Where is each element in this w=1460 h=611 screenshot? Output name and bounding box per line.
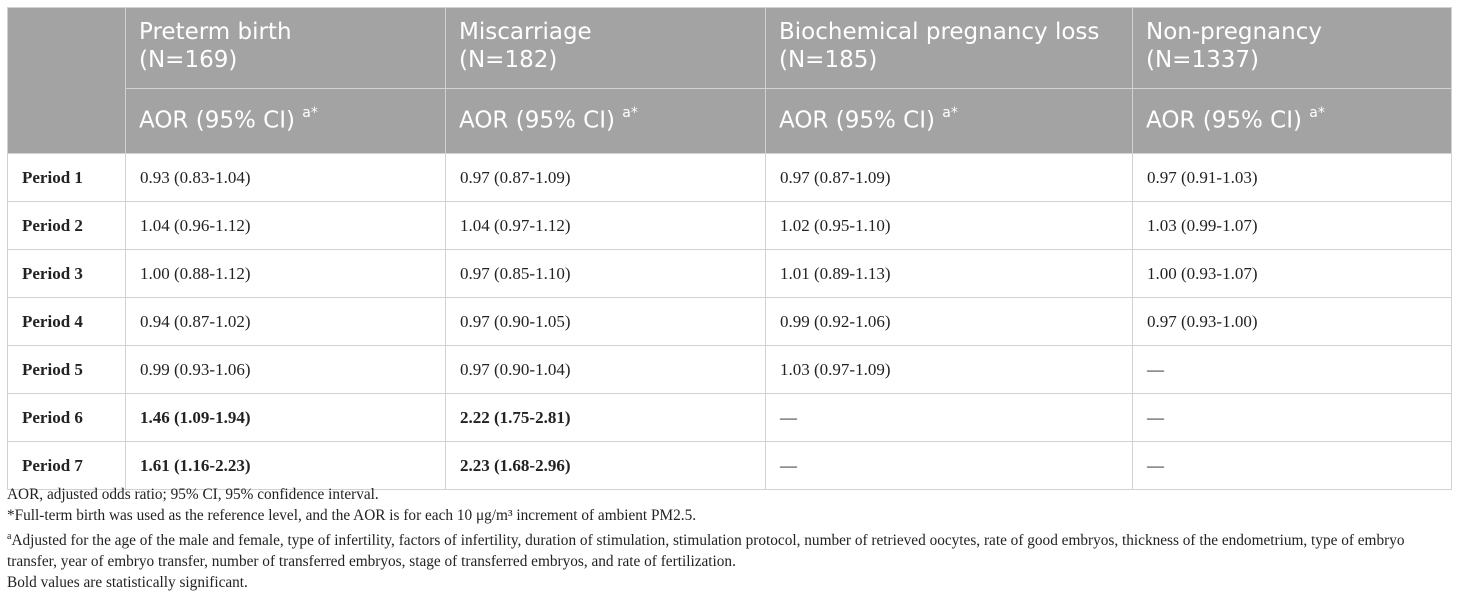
col-header-preterm: Preterm birth (N=169) bbox=[125, 7, 446, 89]
row-label: Period 5 bbox=[7, 345, 126, 394]
table-cell: — bbox=[765, 441, 1133, 490]
table-cell: 1.04 (0.97-1.12) bbox=[445, 201, 766, 250]
table-cell: 0.97 (0.93-1.00) bbox=[1132, 297, 1452, 346]
row-label: Period 3 bbox=[7, 249, 126, 298]
table-row: Period 7 1.61 (1.16-2.23) 2.23 (1.68-2.9… bbox=[7, 441, 1452, 490]
table-cell: 0.99 (0.93-1.06) bbox=[125, 345, 446, 394]
table-cell: 0.97 (0.90-1.04) bbox=[445, 345, 766, 394]
table-cell: 0.93 (0.83-1.04) bbox=[125, 153, 446, 202]
table-cell: — bbox=[1132, 345, 1452, 394]
table-row: Period 3 1.00 (0.88-1.12) 0.97 (0.85-1.1… bbox=[7, 249, 1452, 298]
table-cell: 1.00 (0.93-1.07) bbox=[1132, 249, 1452, 298]
header-group-row: Preterm birth (N=169) Miscarriage (N=182) … bbox=[7, 7, 1452, 154]
table-cell: — bbox=[765, 393, 1133, 442]
table-footnotes: AOR, adjusted odds ratio; 95% CI, 95% co… bbox=[7, 484, 1455, 593]
table-cell: 0.97 (0.85-1.10) bbox=[445, 249, 766, 298]
row-label: Period 1 bbox=[7, 153, 126, 202]
table-cell: — bbox=[1132, 393, 1452, 442]
stat-header: AOR (95% CI) a* bbox=[765, 88, 1133, 154]
table-cell: 1.03 (0.97-1.09) bbox=[765, 345, 1133, 394]
table-cell-significant: 1.61 (1.16-2.23) bbox=[125, 441, 446, 490]
stat-header: AOR (95% CI) a* bbox=[1132, 88, 1452, 154]
table-row: Period 4 0.94 (0.87-1.02) 0.97 (0.90-1.0… bbox=[7, 297, 1452, 346]
table-cell: 1.02 (0.95-1.10) bbox=[765, 201, 1133, 250]
col-header-non-pregnancy: Non-pregnancy (N=1337) bbox=[1132, 7, 1452, 89]
col-header-biochemical: Biochemical pregnancy loss (N=185) bbox=[765, 7, 1133, 89]
table-cell: — bbox=[1132, 441, 1452, 490]
table-cell-significant: 2.22 (1.75-2.81) bbox=[445, 393, 766, 442]
footnote-abbreviations: AOR, adjusted odds ratio; 95% CI, 95% co… bbox=[7, 486, 379, 503]
footnote-adjusted: aAdjusted for the age of the male and fe… bbox=[7, 531, 1405, 571]
col-header-miscarriage: Miscarriage (N=182) bbox=[445, 7, 766, 89]
header-stat-row: AOR (95% CI) a* AOR (95% CI) a* AOR (95%… bbox=[8, 88, 1452, 154]
table-cell: 1.04 (0.96-1.12) bbox=[125, 201, 446, 250]
table-cell: 0.97 (0.87-1.09) bbox=[445, 153, 766, 202]
table-cell-significant: 1.46 (1.09-1.94) bbox=[125, 393, 446, 442]
table-row: Period 1 0.93 (0.83-1.04) 0.97 (0.87-1.0… bbox=[7, 153, 1452, 202]
table-cell: 0.97 (0.90-1.05) bbox=[445, 297, 766, 346]
table-row: Period 2 1.04 (0.96-1.12) 1.04 (0.97-1.1… bbox=[7, 201, 1452, 250]
row-label: Period 6 bbox=[7, 393, 126, 442]
footnote-bold: Bold values are statistically significan… bbox=[7, 574, 248, 592]
table-cell: 0.99 (0.92-1.06) bbox=[765, 297, 1133, 346]
table-cell-significant: 2.23 (1.68-2.96) bbox=[445, 441, 766, 490]
stat-header: AOR (95% CI) a* bbox=[125, 88, 446, 154]
row-label: Period 2 bbox=[7, 201, 126, 250]
table-cell: 0.97 (0.87-1.09) bbox=[765, 153, 1133, 202]
corner-cell bbox=[7, 7, 126, 154]
table-cell: 1.03 (0.99-1.07) bbox=[1132, 201, 1452, 250]
table-row: Period 6 1.46 (1.09-1.94) 2.22 (1.75-2.8… bbox=[7, 393, 1452, 442]
table-cell: 1.00 (0.88-1.12) bbox=[125, 249, 446, 298]
table-row: Period 5 0.99 (0.93-1.06) 0.97 (0.90-1.0… bbox=[7, 345, 1452, 394]
row-label: Period 4 bbox=[7, 297, 126, 346]
results-table: Preterm birth (N=169) Miscarriage (N=182) … bbox=[7, 7, 1452, 490]
table-cell: 0.94 (0.87-1.02) bbox=[125, 297, 446, 346]
table-cell: 0.97 (0.91-1.03) bbox=[1132, 153, 1452, 202]
table-cell: 1.01 (0.89-1.13) bbox=[765, 249, 1133, 298]
footnote-reference: *Full-term birth was used as the referen… bbox=[7, 507, 697, 524]
stat-header: AOR (95% CI) a* bbox=[445, 88, 766, 154]
row-label: Period 7 bbox=[7, 441, 126, 490]
